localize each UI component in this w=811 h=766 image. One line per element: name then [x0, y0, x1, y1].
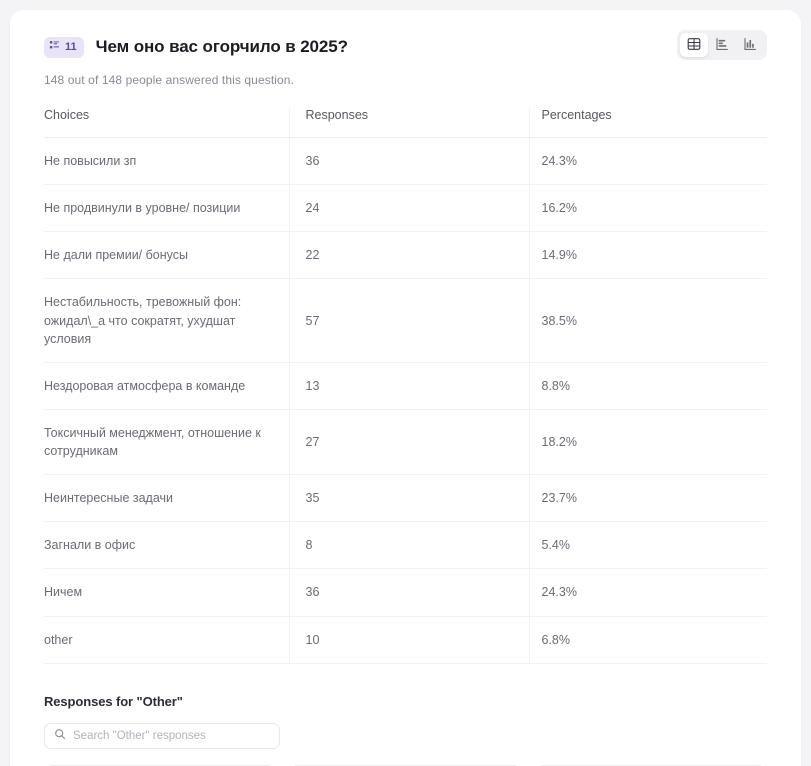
question-card: 11 Чем оно вас огорчило в 2025? [10, 10, 801, 766]
other-responses-title: Responses for "Other" [44, 693, 183, 709]
cell-choice: Ничем [44, 568, 289, 617]
choices-table: Choices Responses Percentages Не повысил… [44, 108, 767, 664]
cell-percentage: 5.4% [528, 521, 767, 570]
table-row: Нездоровая атмосфера в команде 13 8.8% [44, 362, 767, 410]
table-header-row: Choices Responses Percentages [44, 108, 767, 138]
cell-choice: Неинтересные задачи [44, 474, 289, 523]
question-title: Чем оно вас огорчило в 2025? [95, 37, 348, 56]
cell-responses: 22 [288, 231, 529, 280]
vertical-bar-chart-icon [743, 37, 757, 54]
horizontal-bar-view-button[interactable] [708, 33, 736, 57]
table-row: Не продвинули в уровне/ позиции 24 16.2% [44, 184, 767, 233]
cell-choice: Не продвинули в уровне/ позиции [44, 184, 289, 233]
cell-choice: Нестабильность, тревожный фон: ожидал\_а… [44, 278, 289, 363]
cell-percentage: 38.5% [528, 278, 767, 363]
table-body: Не повысили зп 36 24.3% Не продвинули в … [44, 137, 767, 664]
table-row: Неинтересные задачи 35 23.7% [44, 474, 767, 523]
column-header-responses: Responses [288, 108, 529, 138]
search-other-responses[interactable] [44, 722, 280, 749]
grid-table-icon [687, 37, 701, 54]
table-row: Нестабильность, тревожный фон: ожидал\_а… [44, 278, 767, 363]
cell-choice: Не повысили зп [44, 137, 289, 186]
cell-choice: Не дали премии/ бонусы [44, 231, 289, 280]
cell-percentage: 23.7% [528, 474, 767, 523]
table-row: Ничем 36 24.3% [44, 568, 767, 617]
table-row: Не повысили зп 36 24.3% [44, 137, 767, 186]
table-view-button[interactable] [680, 33, 708, 57]
table-row: Загнали в офис 8 5.4% [44, 521, 767, 570]
cell-percentage: 24.3% [528, 137, 767, 186]
column-header-percentages: Percentages [528, 108, 767, 138]
view-toggle-group[interactable] [677, 30, 767, 60]
table-row: other 10 6.8% [44, 616, 767, 664]
other-responses-section: Responses for "Other" ”” мало зп 4 days … [44, 694, 767, 766]
cell-responses: 24 [288, 184, 529, 233]
cell-responses: 8 [288, 521, 529, 570]
vertical-bar-view-button[interactable] [736, 33, 764, 57]
cell-responses: 36 [288, 568, 529, 617]
cell-responses: 10 [288, 616, 529, 664]
cell-responses: 27 [288, 409, 529, 476]
table-row: Не дали премии/ бонусы 22 14.9% [44, 231, 767, 280]
cell-choice: Загнали в офис [44, 521, 289, 570]
cell-choice: Нездоровая атмосфера в команде [44, 362, 289, 410]
list-ordered-icon [49, 38, 60, 56]
horizontal-bar-chart-icon [715, 37, 729, 54]
cell-percentage: 6.8% [528, 616, 767, 664]
cell-choice: Токсичный менеджмент, отношение к сотруд… [44, 409, 289, 476]
cell-percentage: 8.8% [528, 362, 767, 410]
cell-responses: 36 [288, 137, 529, 186]
cell-responses: 13 [288, 362, 529, 410]
cell-percentage: 16.2% [528, 184, 767, 233]
cell-responses: 57 [288, 278, 529, 363]
search-input[interactable] [73, 729, 270, 742]
cell-responses: 35 [288, 474, 529, 523]
cell-percentage: 18.2% [528, 409, 767, 476]
cell-choice: other [44, 616, 289, 664]
other-response-cards: ”” мало зп 4 days ago ”” Уменьшили зп 4 … [44, 764, 767, 766]
question-number-badge: 11 [44, 36, 84, 58]
question-header: 11 Чем оно вас огорчило в 2025? [44, 32, 767, 62]
table-row: Токсичный менеджмент, отношение к сотруд… [44, 409, 767, 476]
answer-count-text: 148 out of 148 people answered this ques… [44, 73, 295, 87]
cell-percentage: 24.3% [528, 568, 767, 617]
column-header-choices: Choices [44, 108, 289, 138]
cell-percentage: 14.9% [528, 231, 767, 280]
search-icon [54, 727, 66, 745]
question-number: 11 [65, 40, 77, 53]
